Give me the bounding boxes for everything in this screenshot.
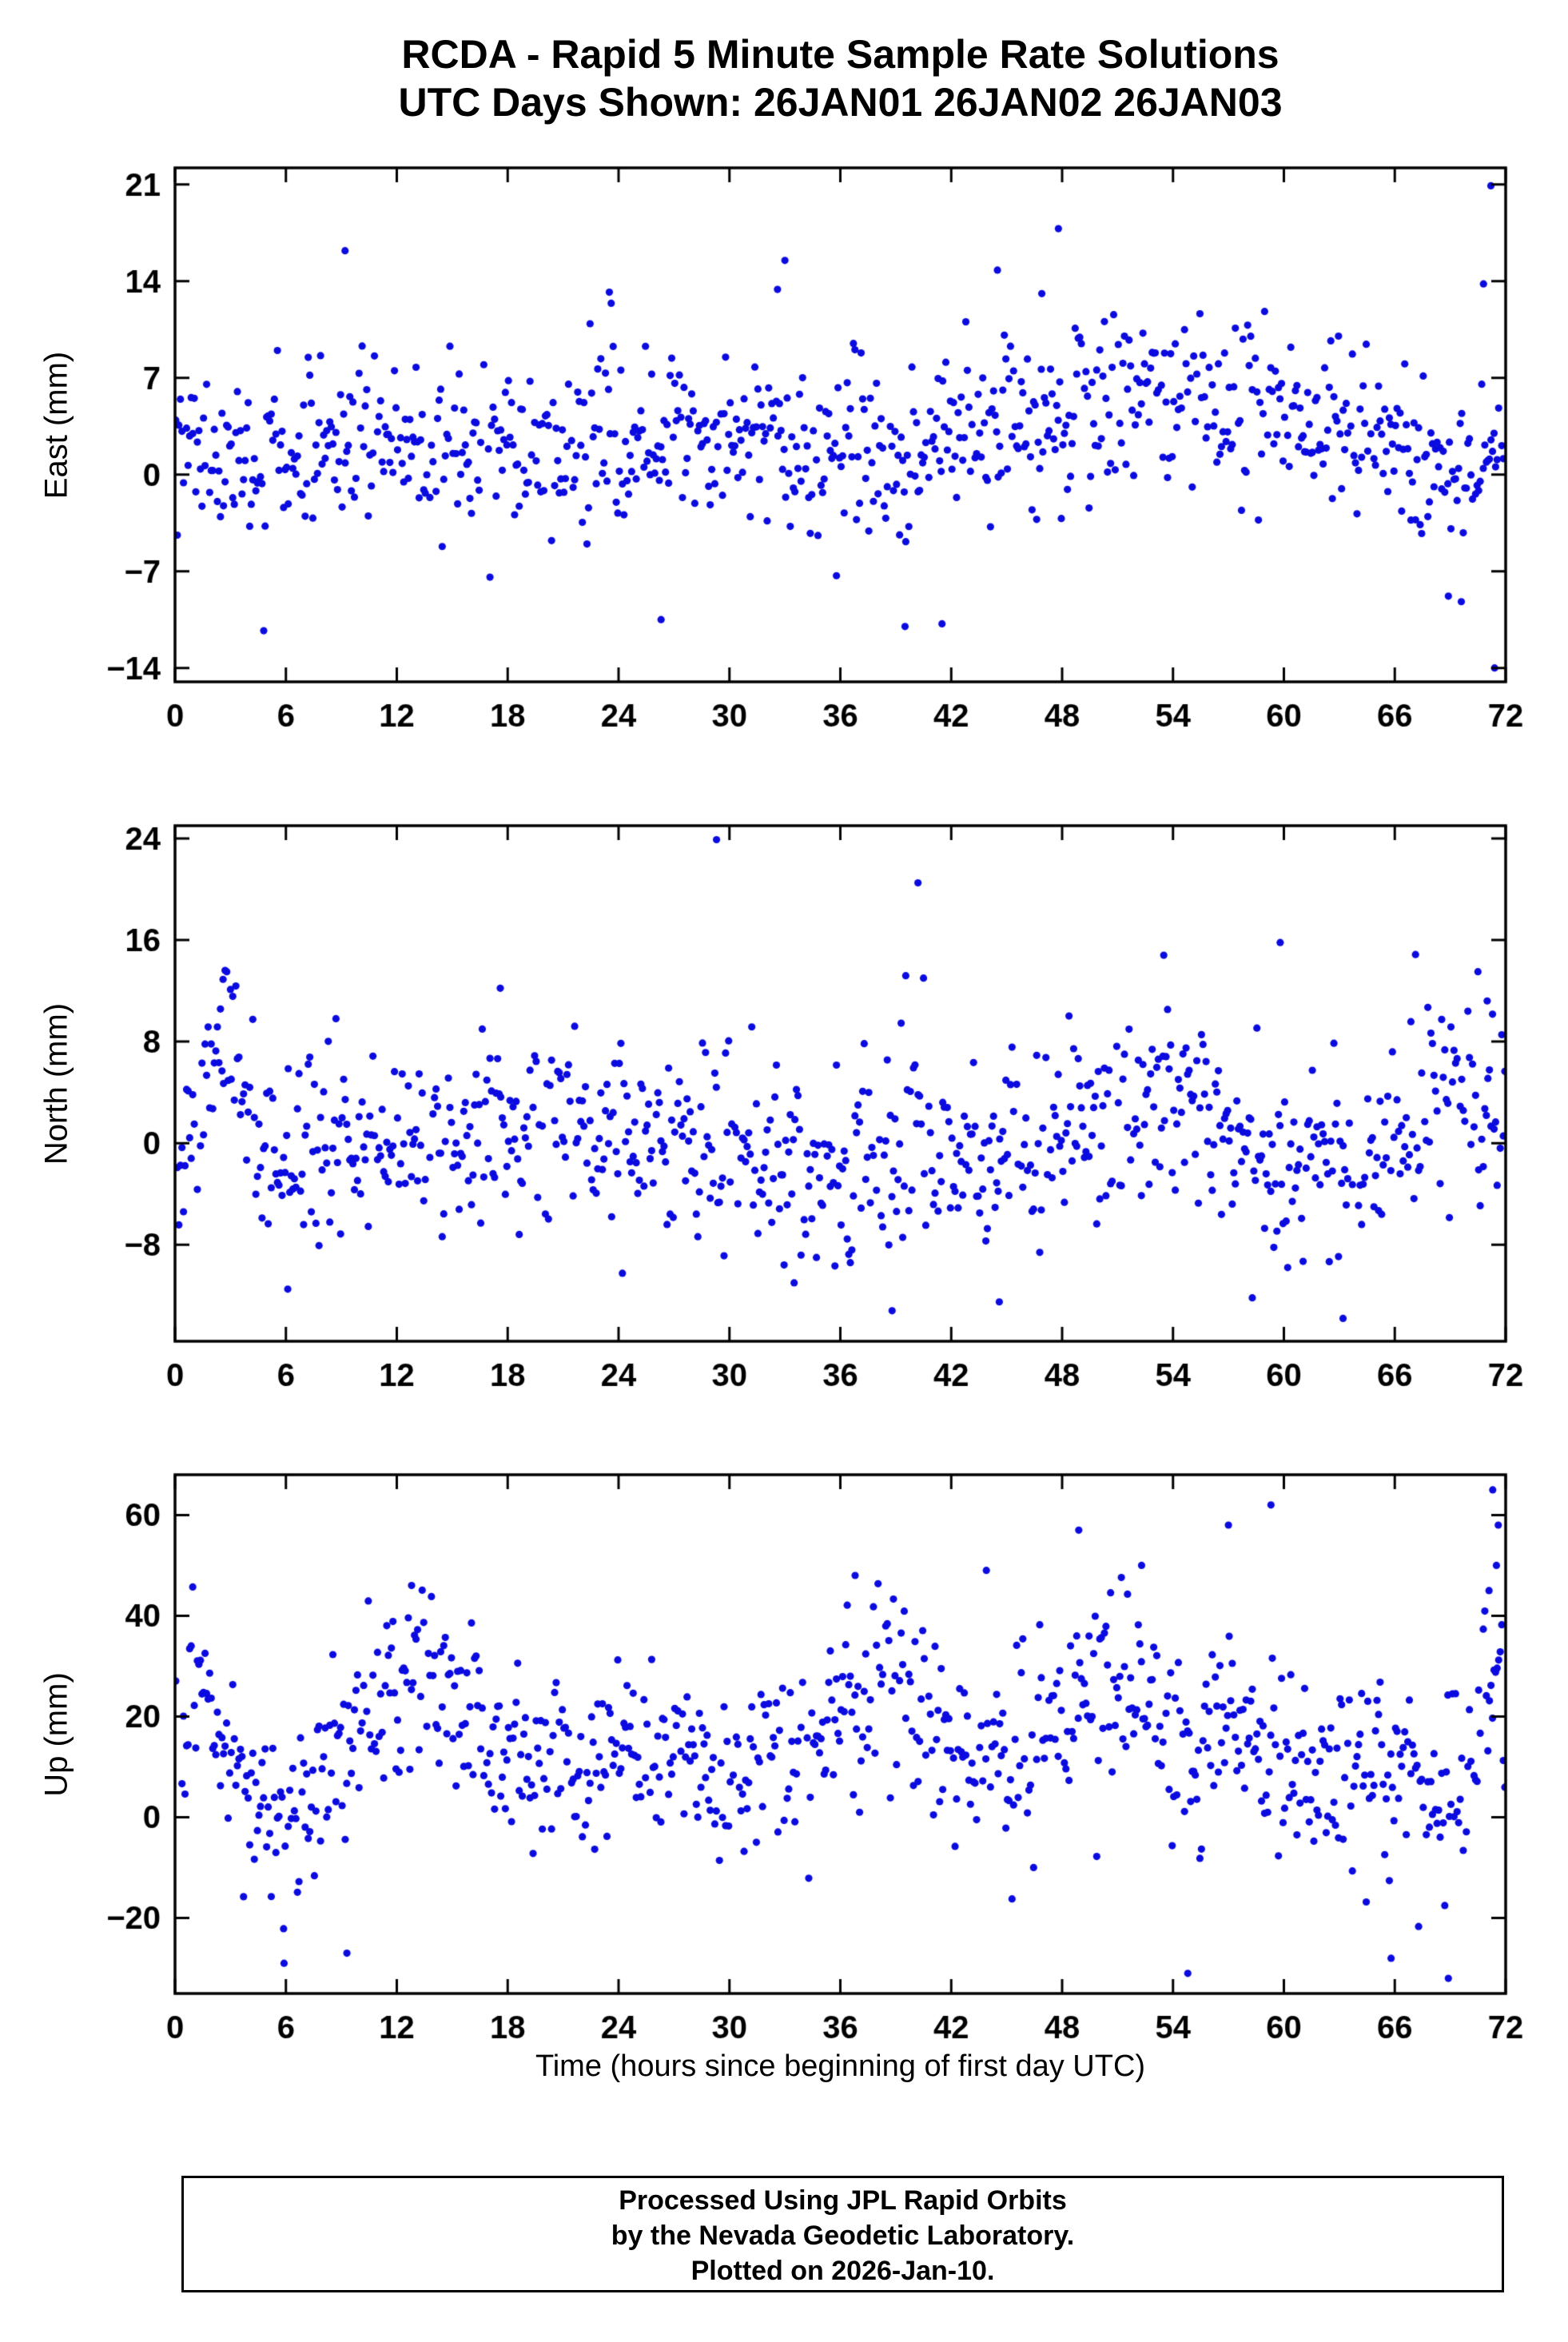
up-axis-label: Up (mm) <box>38 1672 74 1797</box>
footer-line-3: Plotted on 2026-Jan-10. <box>690 2256 995 2286</box>
east-axis-label: East (mm) <box>38 351 74 500</box>
footer-line-1: Processed Using JPL Rapid Orbits <box>619 2185 1067 2216</box>
chart-title: RCDA - Rapid 5 Minute Sample Rate Soluti… <box>401 32 1279 77</box>
footer-line-2: by the Nevada Geodetic Laboratory. <box>611 2221 1075 2251</box>
footer-box: Processed Using JPL Rapid Orbits by the … <box>181 2176 1504 2292</box>
north-axis-label: North (mm) <box>38 1002 74 1165</box>
x-axis-label: Time (hours since beginning of first day… <box>535 2049 1146 2083</box>
chart-title-block: RCDA - Rapid 5 Minute Sample Rate Soluti… <box>175 30 1506 126</box>
chart-subtitle: UTC Days Shown: 26JAN01 26JAN02 26JAN03 <box>398 80 1283 125</box>
